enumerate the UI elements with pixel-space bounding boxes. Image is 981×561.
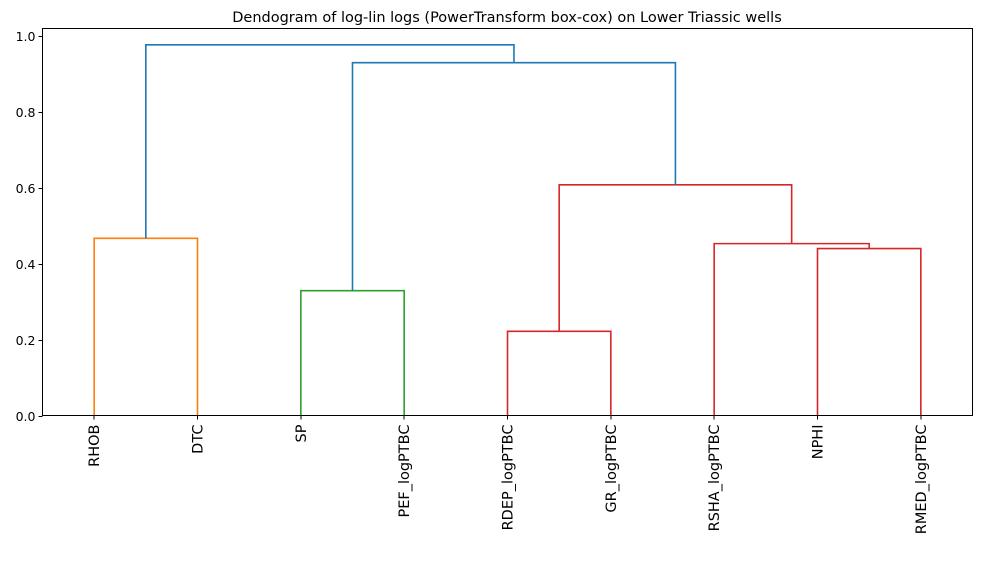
plot-frame (42, 28, 973, 416)
x-axis: RHOB DTC SP PEF_logPTBC RDEP_logPTBC GR_logPT… (87, 415, 930, 534)
y-tick-label: 0.2 (16, 333, 36, 348)
chart-title: Dendogram of log-lin logs (PowerTransfor… (232, 10, 782, 26)
link-nphi-rmed (816, 247, 922, 416)
y-tick-label: 0.4 (16, 257, 36, 272)
leaf-label: SP (294, 424, 310, 442)
link-green-red (351, 61, 677, 291)
link-red-cluster-top (558, 184, 793, 332)
leaf-label: RMED_logPTBC (914, 424, 930, 534)
leaf-label: DTC (191, 425, 207, 454)
y-tick-label: 0.6 (16, 181, 36, 196)
link-root (145, 44, 515, 239)
y-tick-label: 0.8 (16, 105, 36, 120)
link-rhob-dtc (93, 237, 199, 416)
dendrogram-links (93, 44, 922, 416)
leaf-label: RSHA_logPTBC (707, 425, 723, 532)
y-tick-label: 0.0 (16, 409, 36, 424)
y-axis: 0.0 0.2 0.4 0.6 0.8 1.0 (16, 29, 43, 424)
leaf-label: RDEP_logPTBC (501, 425, 517, 531)
y-tick-label: 1.0 (16, 29, 36, 44)
leaf-label: PEF_logPTBC (397, 425, 413, 518)
leaf-label: RHOB (87, 425, 103, 467)
leaf-label: NPHI (811, 425, 827, 460)
link-sp-pef (300, 289, 405, 416)
link-rsha-nphi-rmed (713, 242, 870, 416)
link-rdep-gr (506, 330, 612, 416)
leaf-label: GR_logPTBC (604, 425, 620, 513)
